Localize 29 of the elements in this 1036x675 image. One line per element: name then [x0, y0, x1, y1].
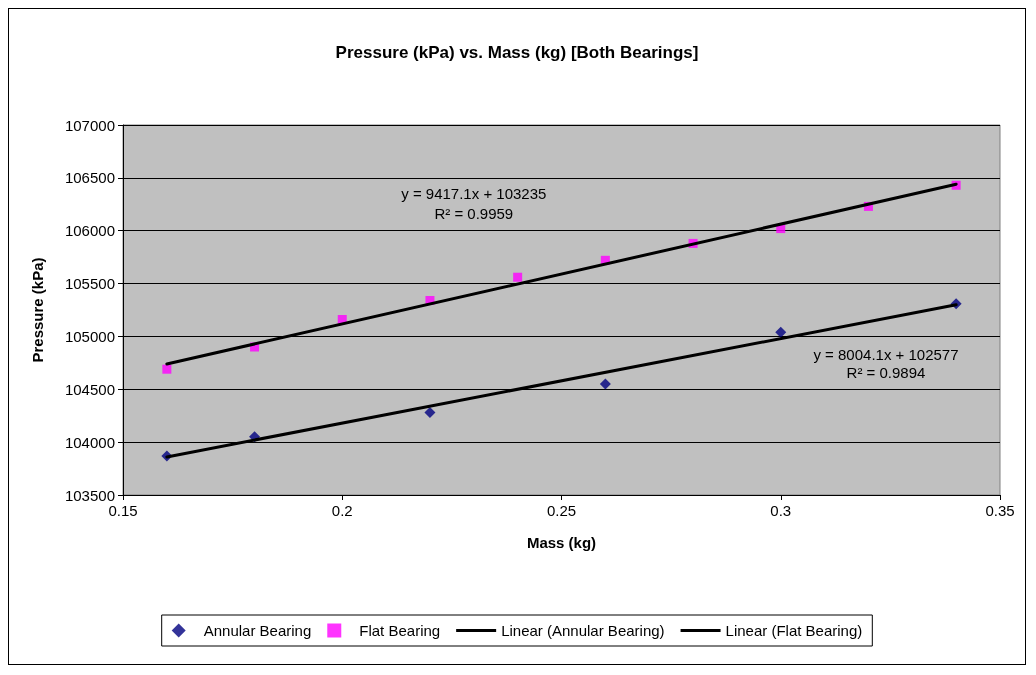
annotation: R² = 0.9894 [846, 364, 926, 382]
y-tick-label: 106000 [64, 222, 115, 240]
y-tick-label: 105500 [64, 275, 115, 293]
chart-title: Pressure (kPa) vs. Mass (kg) [Both Bearings] [335, 43, 699, 62]
x-axis-title: Mass (kg) [526, 534, 597, 551]
y-tick-label: 106500 [64, 169, 115, 187]
x-tick-label: 0.25 [546, 502, 577, 519]
y-tick-label: 103500 [64, 486, 115, 504]
x-tick-label: 0.2 [331, 502, 353, 519]
y-tick-label: 104500 [64, 380, 115, 398]
x-tick-label: 0.15 [108, 502, 138, 519]
point [162, 364, 172, 374]
point [775, 326, 787, 338]
annotation: y = 9417.1x + 103235 [401, 184, 547, 202]
legend-label: Linear (Annular Bearing) [501, 622, 665, 639]
y-tick-label: 105000 [64, 327, 115, 345]
x-tick-label: 0.35 [985, 502, 1015, 519]
annotation: y = 8004.1x + 102577 [813, 345, 959, 363]
legend-label: Annular Bearing [203, 622, 312, 639]
y-axis-title: Pressure (kPa) [29, 257, 46, 363]
point [513, 272, 523, 282]
annotation: R² = 0.9959 [434, 205, 514, 223]
point [599, 378, 611, 390]
legend-label: Flat Bearing [359, 622, 441, 639]
y-tick-label: 104000 [64, 433, 115, 451]
x-tick-label: 0.3 [770, 502, 792, 519]
y-tick-label: 107000 [64, 116, 115, 134]
point [424, 407, 436, 419]
legend-label: Linear (Flat Bearing) [725, 622, 863, 639]
